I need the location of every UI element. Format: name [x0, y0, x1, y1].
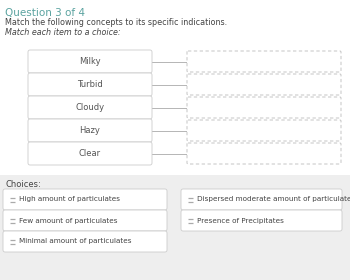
Text: Few amount of particulates: Few amount of particulates	[19, 218, 118, 223]
FancyBboxPatch shape	[28, 96, 152, 119]
FancyBboxPatch shape	[187, 74, 341, 95]
FancyBboxPatch shape	[187, 97, 341, 118]
Text: Dispersed moderate amount of particulates: Dispersed moderate amount of particulate…	[197, 197, 350, 202]
Text: Hazy: Hazy	[79, 126, 100, 135]
Text: Milky: Milky	[79, 57, 101, 66]
Text: Clear: Clear	[79, 149, 101, 158]
FancyBboxPatch shape	[3, 189, 167, 210]
Text: High amount of particulates: High amount of particulates	[19, 197, 120, 202]
Text: Turbid: Turbid	[77, 80, 103, 89]
FancyBboxPatch shape	[187, 143, 341, 164]
FancyBboxPatch shape	[187, 51, 341, 72]
Text: Minimal amount of particulates: Minimal amount of particulates	[19, 239, 132, 244]
Text: Cloudy: Cloudy	[76, 103, 105, 112]
FancyBboxPatch shape	[187, 120, 341, 141]
FancyBboxPatch shape	[181, 210, 342, 231]
FancyBboxPatch shape	[28, 142, 152, 165]
FancyBboxPatch shape	[3, 210, 167, 231]
FancyBboxPatch shape	[181, 189, 342, 210]
Bar	[0, 175, 350, 280]
FancyBboxPatch shape	[28, 73, 152, 96]
Text: Match the following concepts to its specific indications.: Match the following concepts to its spec…	[5, 18, 227, 27]
FancyBboxPatch shape	[3, 231, 167, 252]
FancyBboxPatch shape	[28, 50, 152, 73]
Text: Match each item to a choice:: Match each item to a choice:	[5, 28, 121, 37]
Text: Question 3 of 4: Question 3 of 4	[5, 8, 85, 18]
Text: Presence of Precipitates: Presence of Precipitates	[197, 218, 284, 223]
Text: Choices:: Choices:	[5, 180, 41, 189]
FancyBboxPatch shape	[28, 119, 152, 142]
